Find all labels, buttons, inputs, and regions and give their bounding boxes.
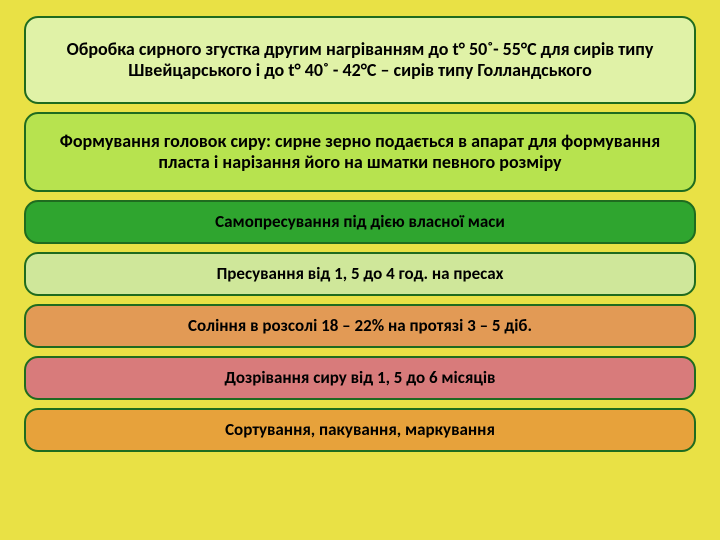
step-block-3: Самопресування під дією власної маси	[24, 200, 696, 244]
process-diagram: Обробка сирного згустка другим нагріванн…	[0, 0, 720, 540]
step-block-6: Дозрівання сиру від 1, 5 до 6 місяців	[24, 356, 696, 400]
step-block-2: Формування головок сиру: сирне зерно под…	[24, 112, 696, 192]
step-block-4: Пресування від 1, 5 до 4 год. на пресах	[24, 252, 696, 296]
step-block-5: Соління в розсолі 18 – 22% на протязі 3 …	[24, 304, 696, 348]
step-block-1: Обробка сирного згустка другим нагріванн…	[24, 16, 696, 104]
step-block-7: Сортування, пакування, маркування	[24, 408, 696, 452]
